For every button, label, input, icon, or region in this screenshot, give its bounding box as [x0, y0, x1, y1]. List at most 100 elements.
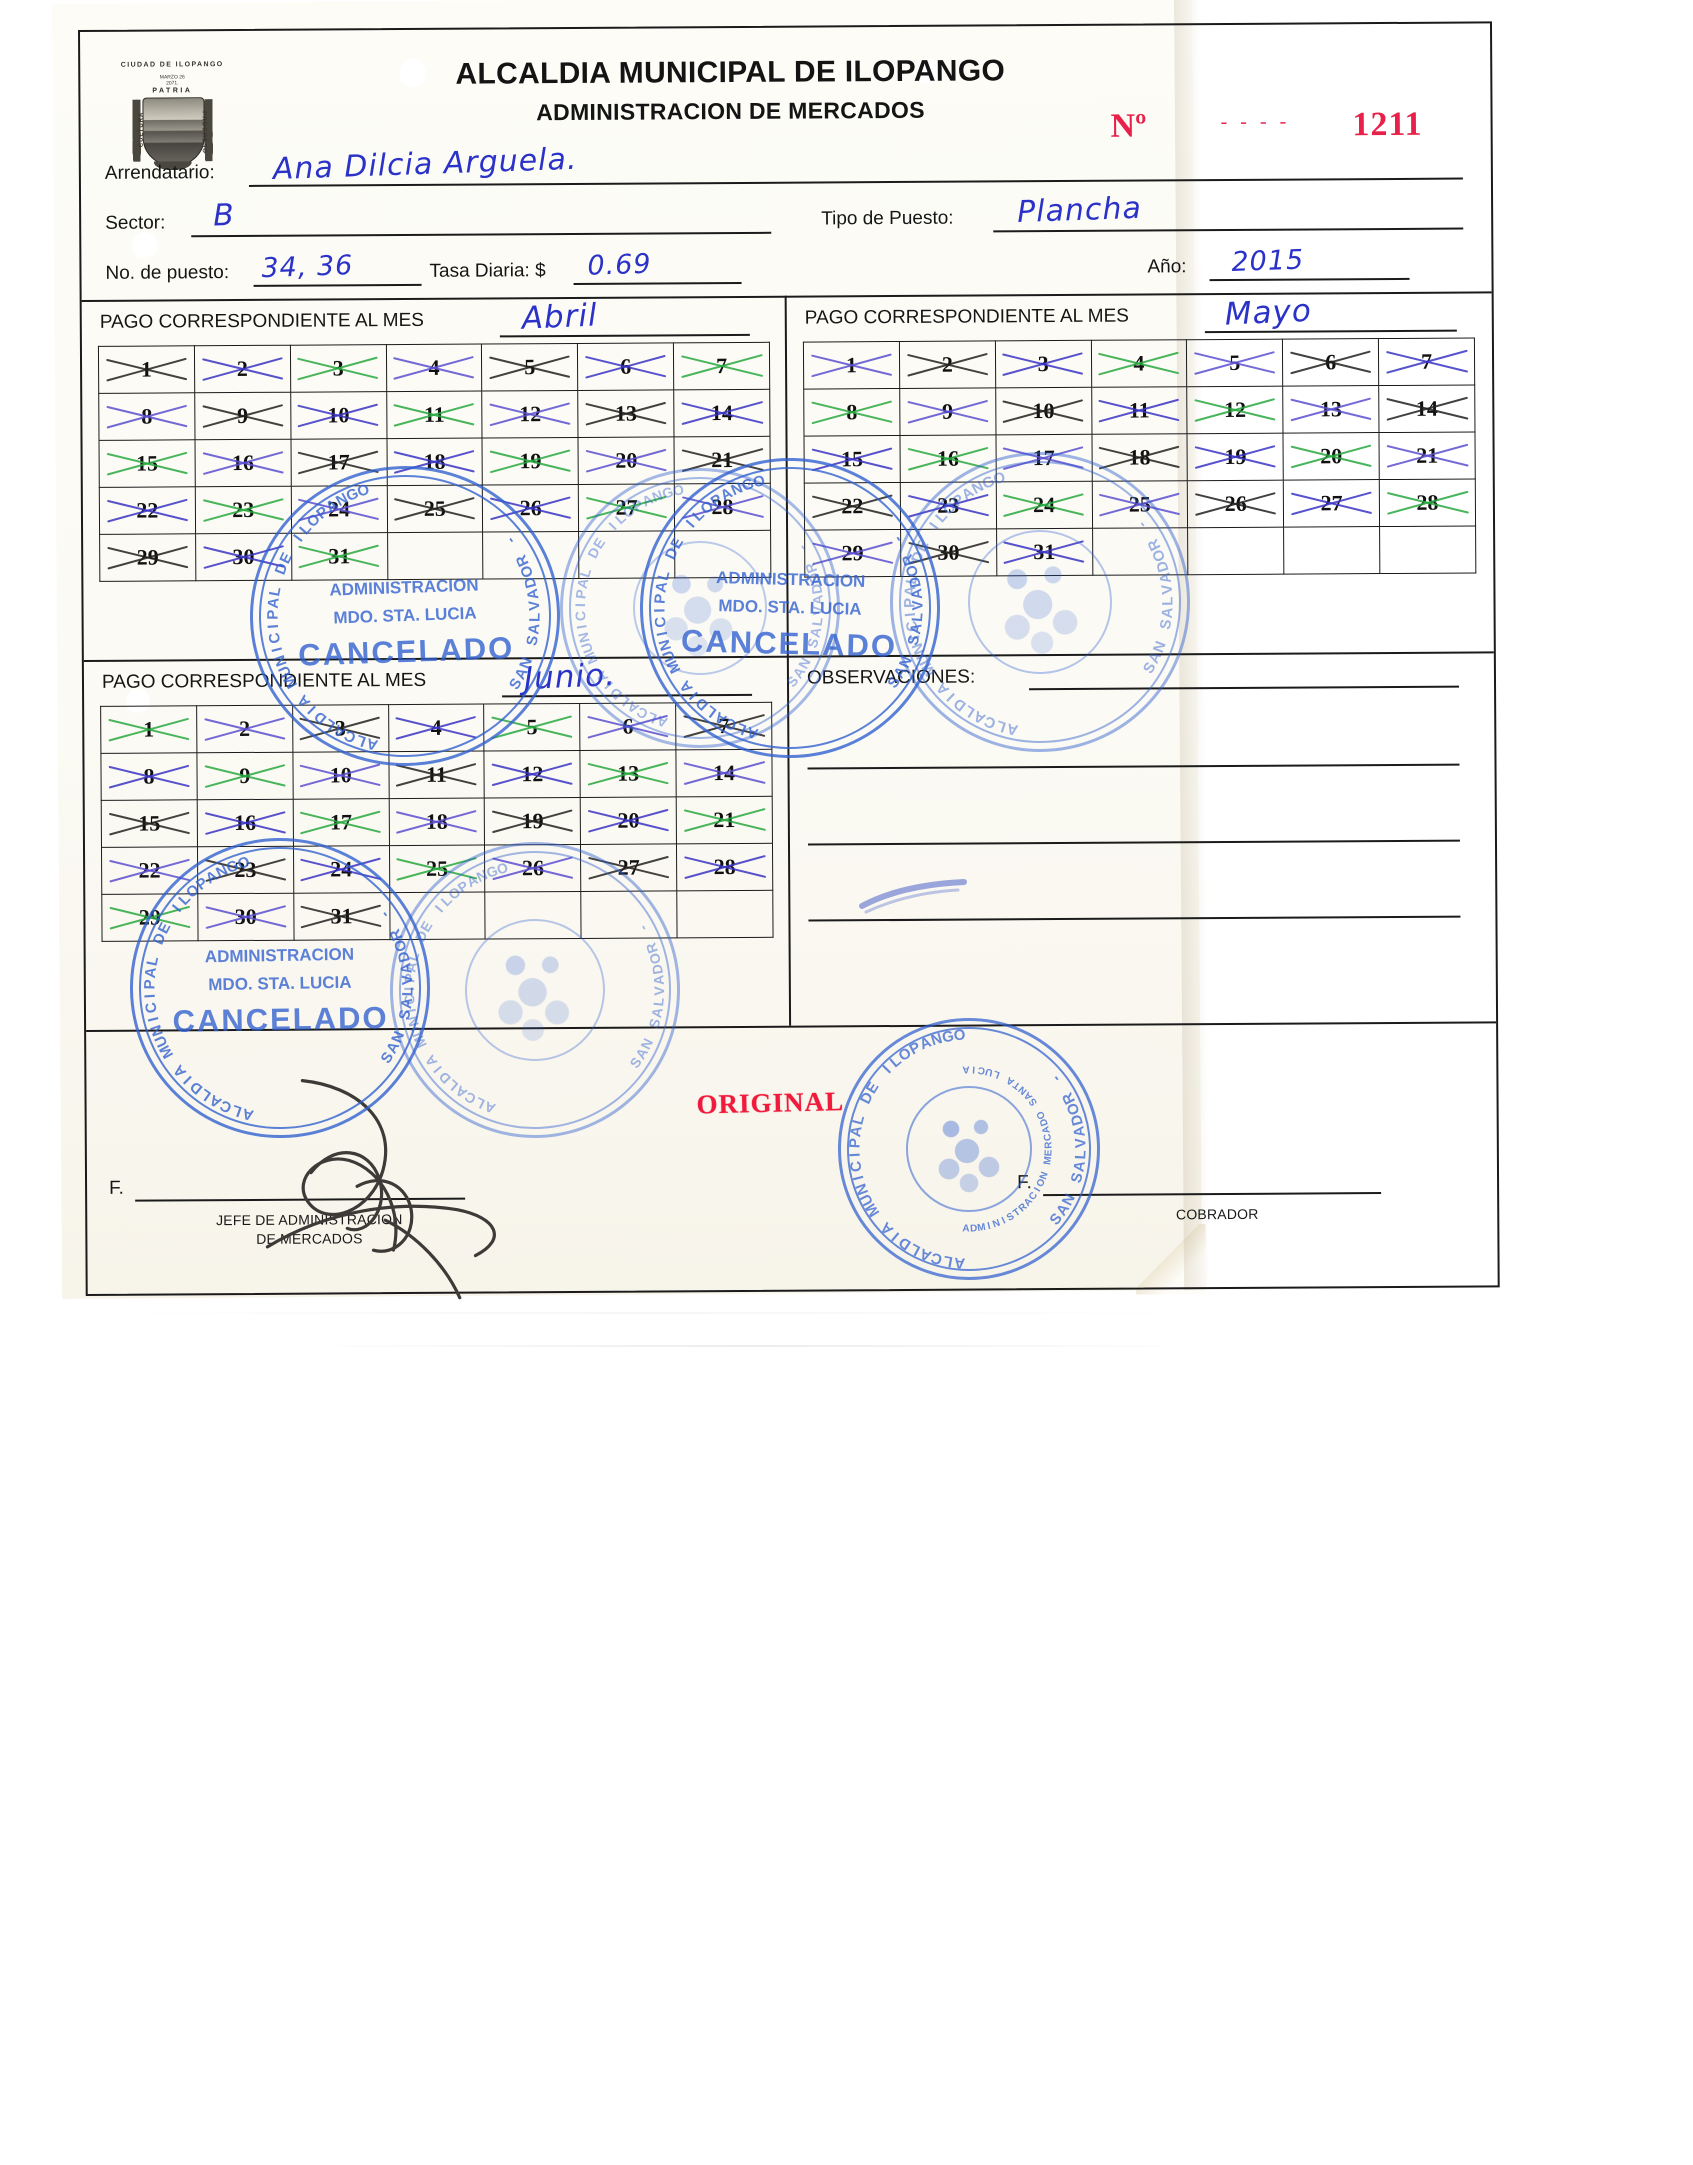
day-cell[interactable]: 23	[900, 481, 997, 530]
day-cell[interactable]: 7	[673, 342, 770, 390]
day-cell[interactable]: 8	[98, 392, 195, 441]
day-cell[interactable]: 4	[388, 704, 485, 752]
day-cell[interactable]: 18	[388, 798, 485, 846]
day-cell[interactable]: 8	[100, 752, 198, 801]
day-cell[interactable]: 28	[676, 843, 773, 891]
signature-rule-jefe[interactable]	[135, 1197, 466, 1202]
day-cell[interactable]: 27	[580, 843, 677, 892]
day-cell[interactable]: 29	[101, 893, 198, 942]
month-value-2[interactable]: Mayo	[1223, 292, 1313, 333]
day-cell[interactable]: 14	[675, 749, 773, 797]
value-arrendatario[interactable]: Ana Dilcia Arguela.	[272, 141, 578, 188]
day-cell[interactable]: 23	[195, 486, 292, 534]
signature-rule-cobrador[interactable]	[1043, 1192, 1382, 1197]
day-cell[interactable]: 2	[899, 340, 996, 389]
day-cell[interactable]: 14	[1378, 384, 1475, 433]
day-cell[interactable]: 25	[386, 485, 483, 533]
day-cell[interactable]: 26	[482, 484, 579, 533]
day-cell[interactable]: 18	[1091, 433, 1188, 482]
day-cell[interactable]: 15	[101, 799, 198, 848]
day-cell[interactable]: 29	[804, 529, 901, 578]
day-grid-2[interactable]: 1 2 3 4 5 6 7 8 9 10 11 12 13 14 15 16 17 18 19 20 21 22 23 24 2…	[803, 337, 1476, 578]
day-cell[interactable]: 1	[98, 345, 195, 394]
day-cell[interactable]: 19	[482, 437, 579, 486]
day-cell[interactable]: 20	[580, 796, 677, 845]
observations-line[interactable]	[807, 763, 1460, 770]
day-cell[interactable]: 21	[674, 436, 771, 484]
day-cell[interactable]: 27	[578, 483, 675, 532]
day-cell[interactable]: 31	[291, 532, 388, 581]
day-cell[interactable]: 12	[484, 750, 581, 799]
day-cell[interactable]: 31	[293, 892, 390, 941]
observations-line[interactable]	[1029, 685, 1460, 691]
day-cell[interactable]: 17	[290, 438, 387, 487]
day-cell[interactable]: 21	[676, 796, 773, 844]
day-cell[interactable]: 20	[1283, 432, 1380, 481]
day-cell[interactable]: 22	[101, 846, 198, 895]
day-cell[interactable]: 13	[580, 749, 677, 798]
day-cell[interactable]: 10	[290, 391, 387, 440]
day-cell[interactable]: 4	[1090, 339, 1188, 388]
day-cell[interactable]: 1	[100, 705, 197, 754]
day-cell[interactable]: 24	[290, 485, 388, 534]
day-cell[interactable]: 27	[1283, 479, 1380, 528]
observations-line[interactable]	[807, 839, 1460, 846]
day-cell[interactable]: 24	[995, 481, 1093, 529]
month-value-3[interactable]: Junio.	[523, 656, 617, 698]
day-cell[interactable]: 6	[1282, 338, 1379, 387]
day-cell[interactable]: 19	[484, 797, 581, 846]
day-cell[interactable]: 16	[899, 434, 996, 483]
day-cell[interactable]: 16	[197, 799, 294, 847]
day-cell[interactable]: 22	[804, 482, 901, 531]
day-cell[interactable]: 12	[482, 390, 579, 439]
day-cell[interactable]: 3	[292, 704, 389, 753]
day-cell[interactable]: 5	[1186, 339, 1283, 387]
day-cell[interactable]: 22	[99, 486, 196, 535]
day-cell[interactable]: 19	[1187, 433, 1284, 481]
day-cell[interactable]: 2	[196, 705, 293, 753]
month-value-1[interactable]: Abril	[520, 297, 599, 337]
day-cell[interactable]: 6	[579, 702, 676, 751]
value-tasa-diaria[interactable]: 0.69	[586, 248, 653, 282]
day-cell[interactable]: 1	[803, 341, 900, 390]
value-sector[interactable]: B	[212, 197, 236, 234]
day-cell[interactable]: 17	[995, 434, 1092, 482]
day-cell[interactable]: 28	[1379, 478, 1476, 527]
day-cell[interactable]: 4	[385, 344, 483, 392]
day-cell[interactable]: 30	[197, 893, 294, 941]
day-grid-1[interactable]: 1 2 3 4 5 6 7 8 9 10 11 12 13 14 15 16 17 18 19 20 21 22 23 24 2…	[98, 342, 771, 582]
day-grid-3[interactable]: 1 2 3 4 5 6 7 8 9 10 11 12 13 14 15 16 17 18 19 20 21 22 23 24 2…	[100, 702, 774, 942]
day-cell[interactable]: 13	[1282, 385, 1380, 434]
day-cell[interactable]: 7	[675, 702, 772, 750]
day-cell[interactable]: 11	[388, 751, 485, 799]
day-cell[interactable]: 30	[195, 533, 292, 581]
day-cell[interactable]: 13	[577, 389, 675, 438]
day-cell[interactable]: 11	[1091, 386, 1188, 435]
day-cell[interactable]: 15	[803, 435, 901, 484]
day-cell[interactable]: 5	[481, 343, 578, 392]
day-cell[interactable]: 21	[1379, 431, 1476, 480]
day-cell[interactable]: 31	[996, 528, 1093, 576]
day-cell[interactable]: 12	[1187, 386, 1284, 434]
day-cell[interactable]: 18	[386, 438, 483, 486]
day-cell[interactable]: 29	[99, 533, 196, 582]
day-cell[interactable]: 30	[900, 528, 997, 577]
day-cell[interactable]: 25	[1091, 480, 1188, 529]
day-cell[interactable]: 16	[194, 439, 291, 487]
day-cell[interactable]: 26	[484, 844, 581, 893]
day-cell[interactable]: 7	[1378, 337, 1475, 386]
day-cell[interactable]: 28	[674, 483, 771, 531]
value-anio[interactable]: 2015	[1230, 244, 1305, 278]
day-cell[interactable]: 14	[673, 389, 770, 437]
day-cell[interactable]: 23	[197, 846, 294, 894]
day-cell[interactable]: 20	[578, 436, 675, 485]
day-cell[interactable]: 11	[386, 391, 483, 439]
day-cell[interactable]: 15	[99, 439, 196, 488]
day-cell[interactable]: 8	[803, 388, 900, 437]
day-cell[interactable]: 9	[196, 752, 293, 800]
day-cell[interactable]: 2	[194, 345, 291, 393]
day-cell[interactable]: 3	[290, 344, 387, 393]
day-cell[interactable]: 9	[899, 387, 996, 436]
day-cell[interactable]: 10	[995, 387, 1092, 435]
value-tipo-de-puesto[interactable]: Plancha	[1016, 190, 1143, 230]
